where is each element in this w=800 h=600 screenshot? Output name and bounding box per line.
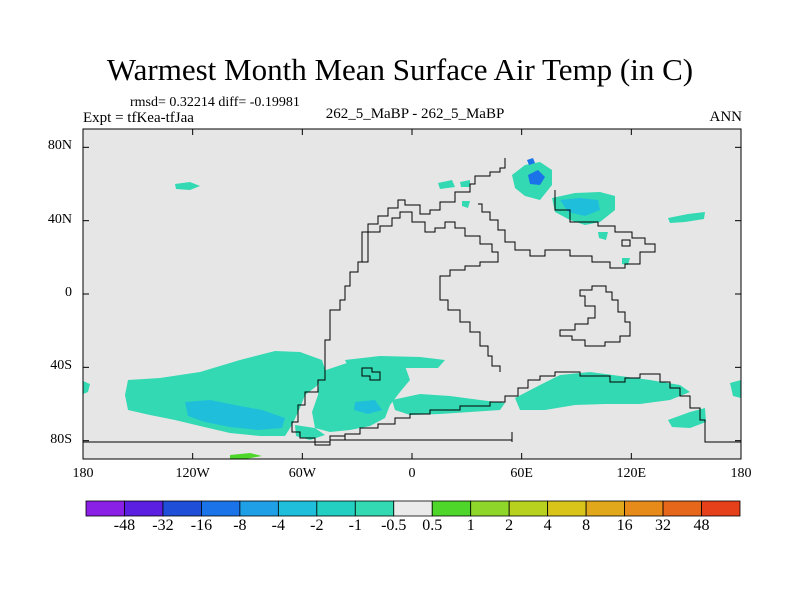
colorbar-box-10 <box>470 500 510 517</box>
colorbar-box-12 <box>547 500 587 517</box>
coastline-antarctic <box>83 432 513 443</box>
colorbar-label-7: -0.5 <box>381 517 407 534</box>
colorbar-label-11: 4 <box>543 517 552 534</box>
colorbar-box-7 <box>354 500 395 517</box>
colorbar-label-1: -32 <box>152 517 174 534</box>
colorbar-label-9: 1 <box>466 517 475 534</box>
lat-label-2: 0 <box>65 285 72 300</box>
anomaly-region-south-pacific-core <box>185 400 285 430</box>
plot-title: Warmest Month Mean Surface Air Temp (in … <box>106 52 694 87</box>
colorbar-label-8: 0.5 <box>422 517 443 534</box>
coastline-pangaea <box>291 158 741 446</box>
lat-label-3: 40S <box>50 358 72 374</box>
lon-label-4: 60E <box>510 466 533 481</box>
rmsd-diff-stats: rmsd= 0.32214 diff= -0.19981 <box>130 95 300 110</box>
lon-label-2: 60W <box>288 466 316 481</box>
anomaly-region-europe <box>462 201 470 208</box>
anomaly-region-antarctic-warm <box>230 453 262 459</box>
anomaly-region-arctic-core <box>528 170 545 185</box>
anomaly-region-far-west <box>83 381 90 394</box>
colorbar-box-6 <box>316 500 356 517</box>
coastline-small-island <box>361 367 381 381</box>
period-comparison-label: 262_5_MaBP - 262_5_MaBP <box>325 106 505 122</box>
anomaly-region-atlantic-strip <box>345 356 445 368</box>
colorbar-box-3 <box>201 500 241 517</box>
colorbar-label-2: -16 <box>190 517 213 534</box>
anomaly-region-far-east <box>730 380 741 398</box>
colorbar-label-4: -4 <box>271 517 286 534</box>
anomaly-region-small-east <box>622 258 630 265</box>
colorbar <box>85 500 741 517</box>
colorbar-box-5 <box>277 500 318 517</box>
coastline-polar-island <box>621 239 631 247</box>
anomaly-region-south-atlantic <box>312 360 410 432</box>
colorbar-label-12: 8 <box>582 517 591 534</box>
colorbar-label-5: -2 <box>310 517 324 534</box>
coastline-cathaysia <box>478 190 656 269</box>
colorbar-label-6: -1 <box>348 517 362 534</box>
colorbar-label-3: -8 <box>233 517 247 534</box>
anomaly-region-north-pacific <box>175 182 200 190</box>
coastline-tethys-inner <box>362 211 501 372</box>
lon-label-3: 0 <box>408 466 416 481</box>
coastline-overlay <box>83 158 741 446</box>
colorbar-box-9 <box>431 500 472 517</box>
lat-label-0: 80N <box>47 138 72 154</box>
lat-label-1: 40N <box>47 211 72 227</box>
experiment-label: Expt = tfKea-tfJaa <box>83 110 194 126</box>
colorbar-label-0: -48 <box>113 517 136 534</box>
colorbar-label-13: 16 <box>616 517 633 534</box>
colorbar-box-0 <box>85 500 125 517</box>
axis-ticks <box>82 129 742 459</box>
colorbar-box-13 <box>585 500 625 517</box>
colorbar-label-15: 48 <box>693 517 710 534</box>
anomaly-region-antarctic-coast <box>295 425 325 440</box>
anomaly-region-north-atlantic <box>460 180 470 187</box>
lon-label-0: 180 <box>72 466 94 481</box>
lat-label-4: 80S <box>50 431 72 447</box>
colorbar-box-11 <box>508 500 549 517</box>
coastline-east-island <box>559 285 631 347</box>
colorbar-box-4 <box>239 500 279 517</box>
anomaly-region-arctic-point <box>527 158 535 165</box>
colorbar-label-14: 32 <box>655 517 672 534</box>
anomaly-region-arabia <box>598 232 608 240</box>
anomaly-region-greenland-sea <box>438 180 455 189</box>
anomaly-region-east-asia <box>668 212 705 223</box>
colorbar-box-15 <box>662 500 702 517</box>
anomaly-region-south-africa <box>392 394 505 415</box>
anomaly-region-south-pacific <box>125 351 326 436</box>
colorbar-box-14 <box>624 500 664 517</box>
season-label: ANN <box>709 109 743 125</box>
colorbar-box-1 <box>124 500 164 517</box>
colorbar-label-10: 2 <box>505 517 514 534</box>
colorbar-box-2 <box>162 500 202 517</box>
anomaly-region-south-africa-core <box>354 400 382 414</box>
lon-label-5: 120E <box>616 466 647 481</box>
anomaly-region-australia-south <box>668 408 706 428</box>
anomaly-field <box>83 158 741 459</box>
colorbar-box-16 <box>701 500 741 517</box>
colorbar-box-8 <box>393 500 433 517</box>
lon-label-1: 120W <box>175 466 210 481</box>
anomaly-region-indian-ocean <box>515 372 690 410</box>
lon-label-6: 180 <box>730 466 752 481</box>
